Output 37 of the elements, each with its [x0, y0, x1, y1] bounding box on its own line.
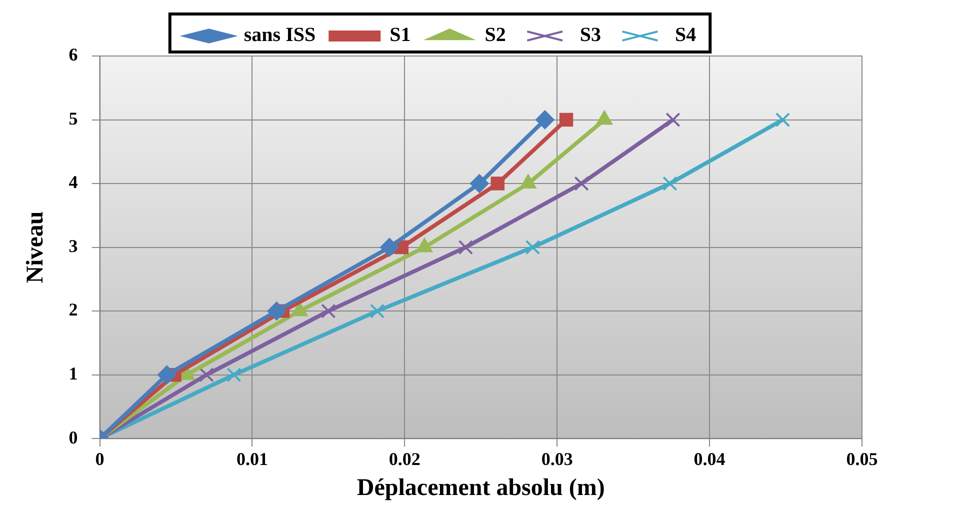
point — [199, 367, 214, 382]
point — [490, 176, 505, 190]
point — [157, 365, 176, 384]
point — [535, 110, 554, 130]
point — [775, 112, 790, 128]
x-tick-label: 0.02 — [388, 449, 420, 470]
legend-label: S3 — [580, 24, 601, 46]
point — [321, 304, 336, 318]
point — [470, 174, 489, 194]
point — [525, 240, 540, 255]
y-tick-label: 1 — [68, 363, 78, 384]
y-axis-title: Niveau — [22, 211, 49, 284]
legend-label: S2 — [484, 24, 506, 46]
point — [666, 112, 680, 128]
x-tick-label: 0.01 — [236, 449, 268, 470]
point — [574, 176, 589, 191]
y-tick-label: 2 — [68, 300, 78, 320]
x-tick-label: 0.05 — [846, 449, 878, 470]
y-tick-label: 3 — [68, 236, 78, 256]
y-tick-label: 5 — [68, 108, 78, 128]
y-tick-label: 4 — [68, 172, 78, 192]
point — [380, 238, 399, 257]
point — [226, 367, 242, 382]
x-tick-label: 0.03 — [541, 449, 573, 470]
legend-label: S4 — [674, 24, 696, 46]
y-tick-label: 6 — [68, 44, 78, 65]
x-tick-label: 0.04 — [694, 449, 726, 470]
legend-label: sans ISS — [244, 24, 316, 46]
y-tick-label: 0 — [68, 427, 78, 448]
point — [458, 240, 474, 255]
x-tick-label: 0 — [95, 449, 104, 470]
x-axis-title: Déplacement absolu (m) — [356, 474, 605, 501]
point — [370, 304, 385, 318]
legend-label: S1 — [390, 24, 411, 46]
point — [662, 176, 678, 191]
point — [267, 302, 286, 321]
point — [559, 112, 574, 127]
